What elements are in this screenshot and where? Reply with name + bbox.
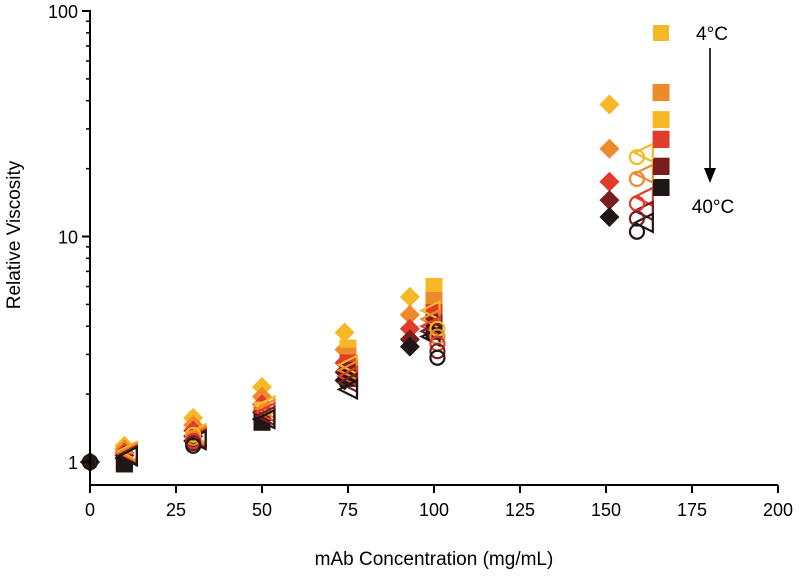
legend-swatch-4 [653,159,669,175]
legend-swatch-5 [653,180,669,196]
diamond-mid2-point-6 [599,171,620,192]
y-tick-label-1: 1 [68,453,78,473]
y-tick-label-100: 100 [48,2,78,22]
legend-top-label: 4°C [696,24,728,45]
diamond-mid2-point-5 [399,318,420,339]
x-tick-label-0: 0 [85,500,95,520]
x-tick-label-175: 175 [677,500,707,520]
ticks: 0 25 50 75 100 125 150 175 200 1 10 100 [48,2,793,520]
triangle-40C-point-2 [253,408,276,430]
diamond-4C-point-6 [599,94,620,115]
diamond-mid1-point-5 [399,304,420,325]
diamond-4C-point-4 [334,322,355,343]
circle-40C-point-1 [185,437,202,454]
y-tick-label-10: 10 [58,228,78,248]
x-tick-label-200: 200 [763,500,793,520]
diamond-4C-point-5 [399,286,420,307]
circle-40C-point-3 [628,223,646,240]
legend-swatch-3 [653,132,669,148]
square-4C-point-3 [425,278,443,296]
x-axis-title: mAb Concentration (mg/mL) [315,549,554,570]
circle-mid1-point-3 [628,170,646,188]
legend-bottom-label: 40°C [692,197,734,218]
triangle-40C-point-3 [336,378,359,401]
x-tick-label-125: 125 [505,500,535,520]
square-4C-point-4 [652,111,670,129]
data-marks [80,84,670,473]
legend-arrow-head [704,168,716,183]
diamond-mid1-point-6 [599,138,620,159]
diamond-mid3-point-6 [599,190,620,211]
circle-40C-point-2 [429,349,446,366]
circle-mid3-point-2 [429,343,446,360]
legend-swatch-2 [653,85,669,101]
y-axis-title: Relative Viscosity [4,160,25,309]
legend-swatch-1 [653,25,669,41]
temperature-legend: 4°C 40°C [653,24,734,218]
circle-4C-point-3 [628,148,646,166]
x-tick-label-100: 100 [419,500,449,520]
diamond-40C-point-6 [599,207,620,228]
triangle-40C-point-0 [116,445,138,468]
diamond-40C-point-5 [399,336,420,357]
x-tick-label-50: 50 [252,500,272,520]
x-tick-label-150: 150 [591,500,621,520]
x-tick-label-75: 75 [338,500,358,520]
x-tick-label-25: 25 [166,500,186,520]
